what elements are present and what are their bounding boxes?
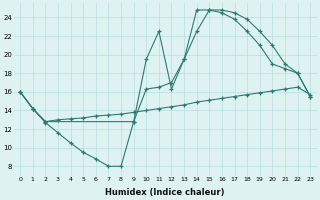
- X-axis label: Humidex (Indice chaleur): Humidex (Indice chaleur): [106, 188, 225, 197]
